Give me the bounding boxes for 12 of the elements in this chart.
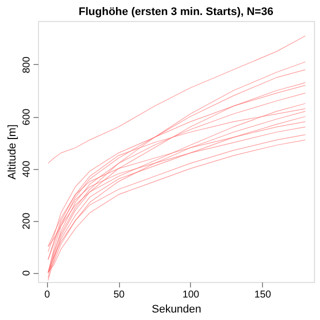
y-tick-label: 0: [22, 270, 32, 276]
y-tick-label: 200: [22, 212, 32, 230]
chart-title: Flughöhe (ersten 3 min. Starts), N=36: [78, 6, 274, 18]
y-tick-label: 400: [22, 160, 32, 178]
x-tick-label: 0: [44, 290, 50, 300]
x-axis-title: Sekunden: [152, 304, 202, 316]
x-tick-label: 100: [182, 290, 200, 300]
y-axis-title: Altitude [m]: [6, 124, 18, 180]
y-tick-label: 600: [22, 108, 32, 126]
x-tick-label: 150: [254, 290, 272, 300]
x-tick-label: 50: [113, 290, 125, 300]
y-tick-label: 800: [22, 56, 32, 74]
